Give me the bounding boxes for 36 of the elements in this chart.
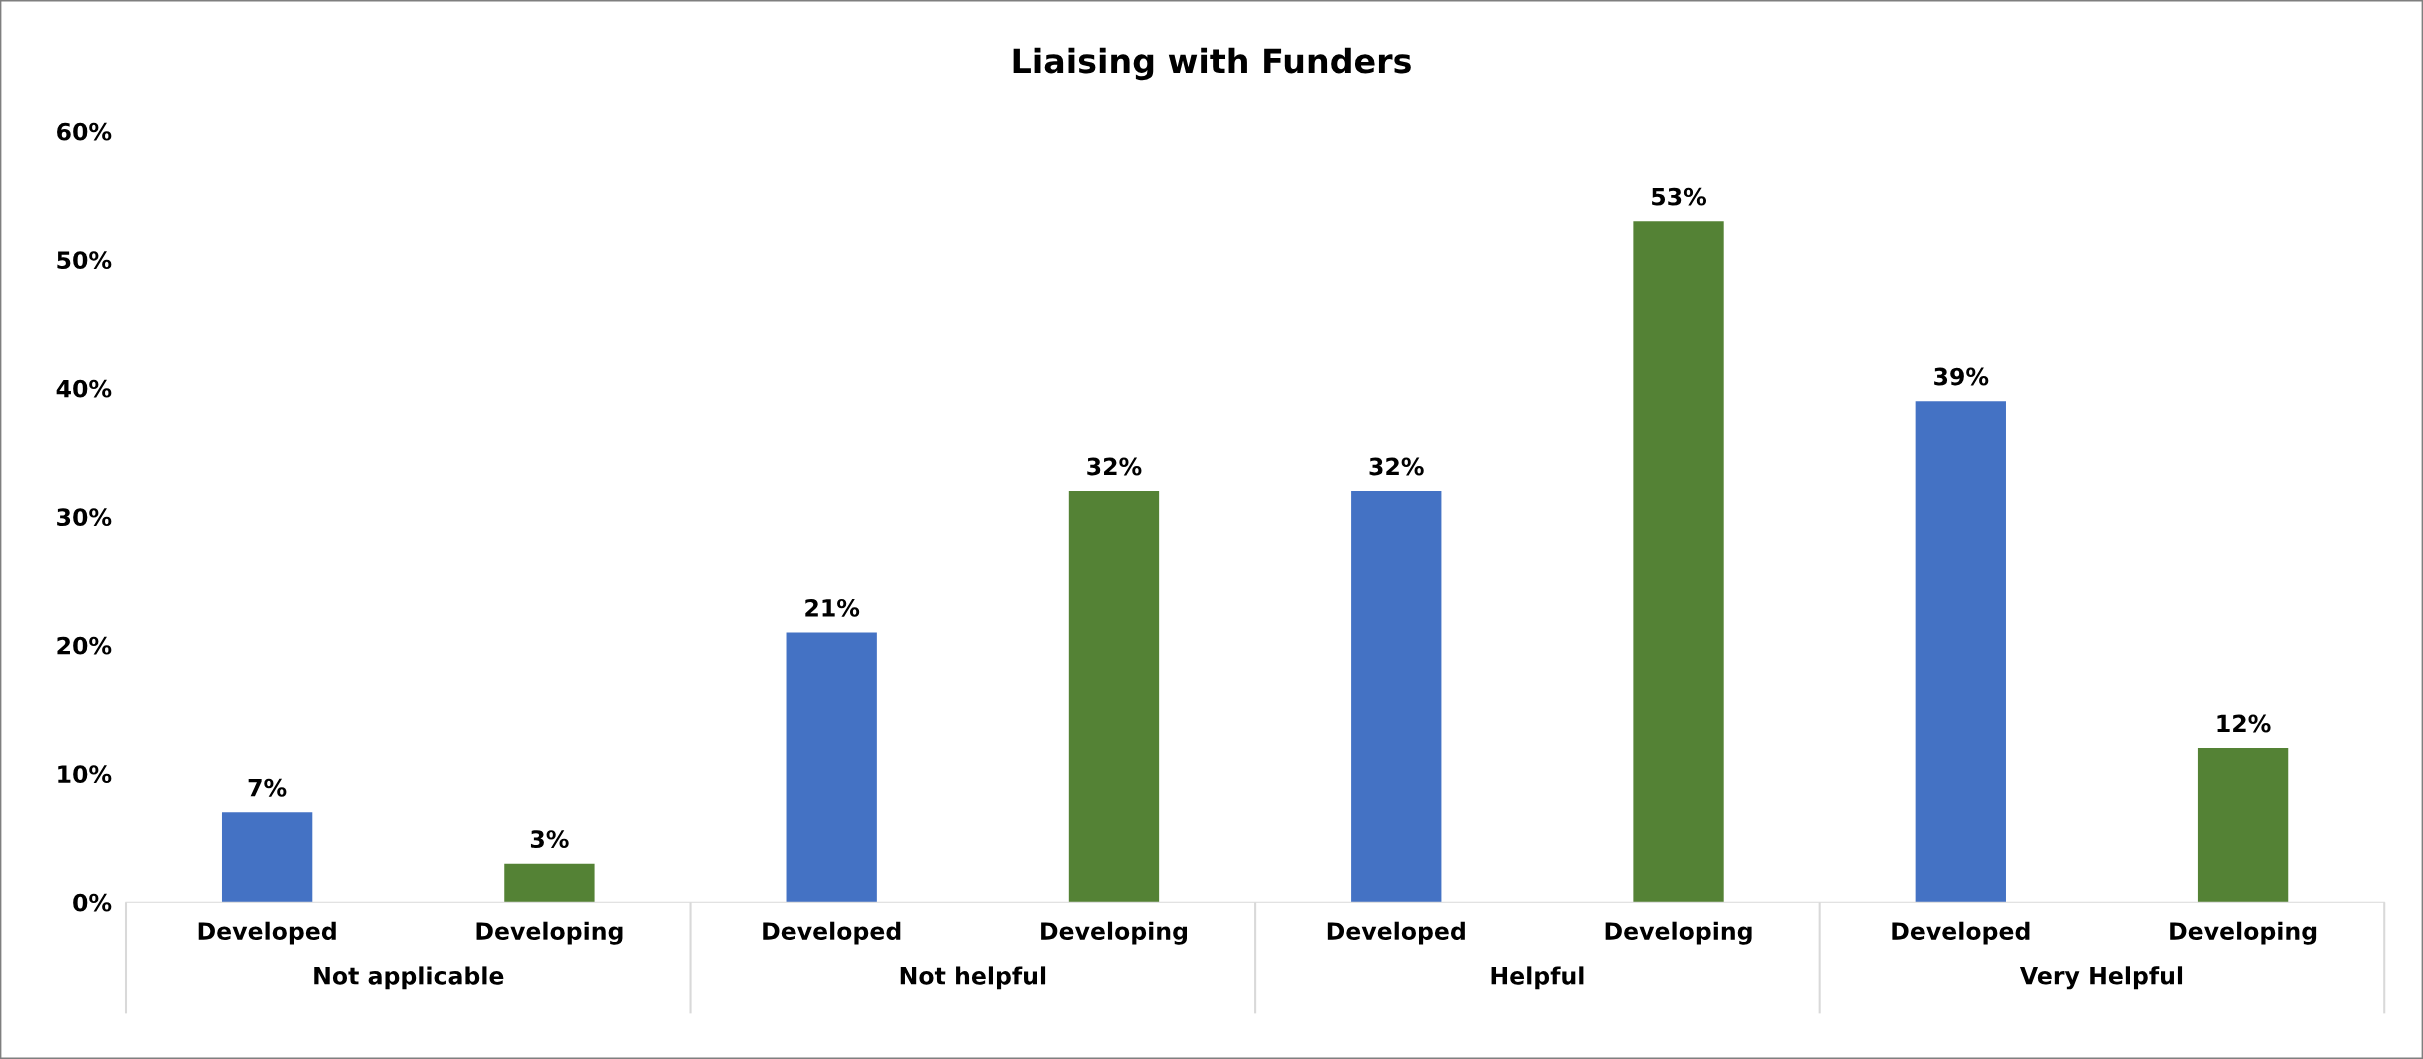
- y-tick-label: 50%: [57, 251, 112, 270]
- data-label: 12%: [2217, 714, 2271, 733]
- x-tick-label: Developed: [198, 921, 336, 945]
- chart-title: Liaising with Funders: [1013, 47, 1411, 81]
- text: Very Helpful: [2019, 966, 2183, 990]
- bar: [1633, 221, 1724, 903]
- data-label: 3%: [530, 830, 569, 849]
- x-tick-label: Developed: [1892, 921, 2030, 945]
- bar: [1915, 401, 2006, 903]
- x-tick-label: Developed: [1327, 921, 1465, 945]
- bar: [2197, 748, 2289, 903]
- x-tick-label: Developing: [1605, 921, 1752, 945]
- bar: [221, 812, 313, 903]
- x-tick-label: Developed: [763, 921, 901, 945]
- data-label: 21%: [805, 598, 860, 617]
- text: Helpful: [1491, 966, 1584, 990]
- x-tick-label: Developing: [2170, 921, 2317, 945]
- bar: [786, 632, 877, 903]
- data-label: 7%: [248, 778, 287, 797]
- data-label: 39%: [1934, 367, 1989, 386]
- bar: [1068, 491, 1160, 903]
- text: Not applicable: [314, 966, 504, 990]
- bar: [504, 863, 595, 903]
- y-tick-label: 0%: [73, 893, 112, 912]
- x-tick-label: Developing: [476, 921, 623, 945]
- y-tick-label: 40%: [56, 379, 112, 398]
- text: Not helpful: [900, 966, 1046, 990]
- y-tick-label: 30%: [57, 508, 112, 527]
- y-tick-label: 20%: [57, 636, 112, 655]
- y-tick-label: 60%: [57, 122, 112, 141]
- data-label: 53%: [1652, 187, 1707, 206]
- y-tick-label: 10%: [58, 765, 112, 784]
- data-label: 32%: [1087, 457, 1142, 476]
- bar: [1351, 491, 1442, 903]
- data-label: 32%: [1369, 457, 1424, 476]
- x-tick-label: Developing: [1041, 921, 1188, 945]
